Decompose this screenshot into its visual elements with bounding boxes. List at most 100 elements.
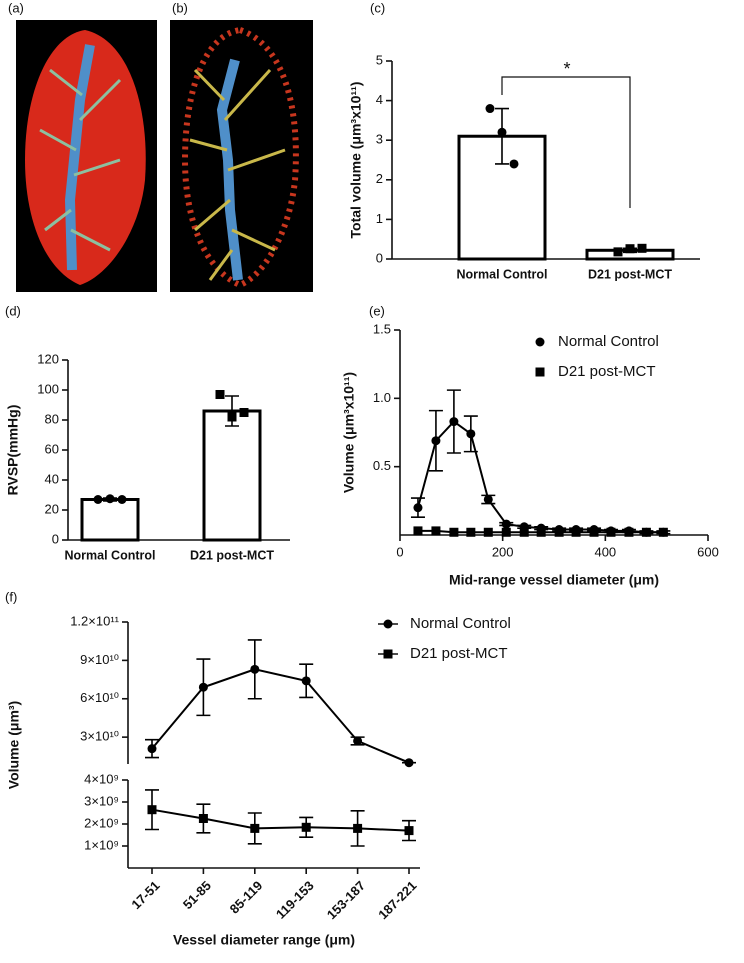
y-axis-label: Total volume (μm³x10¹¹): [348, 82, 364, 239]
y-tick-label: 80: [45, 411, 59, 426]
panel-label: (b): [172, 0, 188, 15]
y-tick-label: 0.5: [373, 458, 391, 473]
x-tick-label: 153-187: [324, 878, 368, 922]
marker: [449, 527, 459, 537]
vessel-trunk: [216, 58, 243, 281]
marker: [227, 412, 237, 422]
y-tick-label: 1.2×10¹¹: [70, 613, 119, 628]
y-tick-label: 1.5: [373, 321, 391, 336]
marker: [239, 408, 249, 417]
legend-label: Normal Control: [410, 615, 511, 632]
x-tick-label: 400: [594, 544, 616, 559]
y-tick-label: 3: [376, 132, 383, 147]
marker: [466, 527, 476, 537]
x-axis-label: Mid-range vessel diameter (μm): [449, 572, 659, 588]
y-axis-label: Volume (μm³x10¹¹): [341, 372, 357, 493]
marker: [519, 527, 529, 537]
marker: [117, 495, 127, 504]
marker: [625, 244, 635, 254]
marker: [658, 527, 668, 537]
lung-outline: [181, 26, 299, 289]
lung-images: (a) (b): [8, 0, 313, 292]
panel-label: (d): [5, 303, 21, 318]
marker: [641, 527, 651, 537]
x-tick-label: 0: [396, 544, 403, 559]
y-tick-label: 2: [376, 171, 383, 186]
y-tick-label: 3×10¹⁰: [80, 729, 119, 744]
panel-label: (c): [370, 0, 385, 15]
significance-bracket: [501, 76, 631, 208]
marker: [147, 744, 157, 754]
marker: [93, 495, 103, 504]
panel-label: (a): [8, 0, 24, 15]
marker: [624, 527, 634, 537]
marker: [509, 159, 519, 169]
marker: [449, 417, 459, 427]
marker: [301, 822, 311, 832]
marker: [571, 527, 581, 537]
series-line: [151, 808, 410, 832]
marker: [301, 676, 311, 686]
panel-label: (f): [5, 589, 17, 604]
marker: [535, 337, 545, 347]
vessel-branches: [39, 68, 122, 252]
y-tick-label: 100: [37, 381, 59, 396]
x-tick-label: 85-119: [227, 878, 266, 917]
x-tick-label: 119-153: [273, 878, 317, 922]
marker: [497, 127, 507, 137]
y-tick-label: 40: [45, 471, 59, 486]
marker: [413, 503, 423, 513]
x-tick-label: 200: [492, 544, 514, 559]
marker: [353, 823, 363, 833]
x-tick-label: Normal Control: [65, 548, 156, 562]
y-tick-label: 1: [376, 211, 383, 226]
marker: [431, 436, 441, 446]
y-tick-label: 120: [37, 351, 59, 366]
y-tick-label: 4: [376, 92, 383, 107]
bar: [80, 498, 140, 542]
marker: [413, 526, 423, 536]
y-tick-label: 0: [376, 250, 383, 265]
marker: [383, 649, 393, 659]
marker: [404, 758, 414, 768]
y-tick-label: 60: [45, 441, 59, 456]
marker: [606, 527, 616, 537]
y-tick-label: 20: [45, 501, 59, 516]
marker: [613, 247, 623, 257]
marker: [501, 527, 511, 537]
y-tick-label: 6×10¹⁰: [80, 690, 119, 705]
y-tick-label: 9×10¹⁰: [80, 652, 119, 667]
marker: [483, 494, 493, 504]
x-tick-label: 600: [697, 544, 719, 559]
y-axis-label: RVSP(mmHg): [5, 405, 21, 496]
x-tick-label: D21 post-MCT: [190, 548, 274, 562]
panel-label: (e): [369, 303, 385, 318]
y-tick-label: 1×10⁹: [84, 837, 119, 852]
marker: [215, 390, 225, 399]
y-tick-label: 4×10⁹: [84, 771, 119, 786]
marker: [483, 527, 493, 537]
marker: [554, 527, 564, 537]
marker: [250, 823, 260, 833]
marker: [466, 429, 476, 439]
x-tick-label: Normal Control: [457, 267, 548, 281]
marker: [485, 104, 495, 114]
y-tick-label: 3×10⁹: [84, 793, 119, 808]
y-tick-label: 5: [376, 52, 383, 67]
y-tick-label: 0: [52, 531, 59, 546]
x-axis-label: Vessel diameter range (μm): [173, 932, 355, 948]
legend-label: Normal Control: [558, 333, 659, 350]
marker: [404, 826, 414, 836]
marker: [250, 664, 260, 674]
marker: [589, 527, 599, 537]
x-tick-label: 187-221: [375, 878, 419, 922]
y-tick-label: 1.0: [373, 390, 391, 405]
series-line: [417, 420, 664, 534]
x-tick-label: D21 post-MCT: [588, 267, 672, 281]
marker: [536, 527, 546, 537]
annotation: *: [563, 59, 570, 79]
bar: [202, 409, 262, 542]
y-tick-label: 2×10⁹: [84, 815, 119, 830]
